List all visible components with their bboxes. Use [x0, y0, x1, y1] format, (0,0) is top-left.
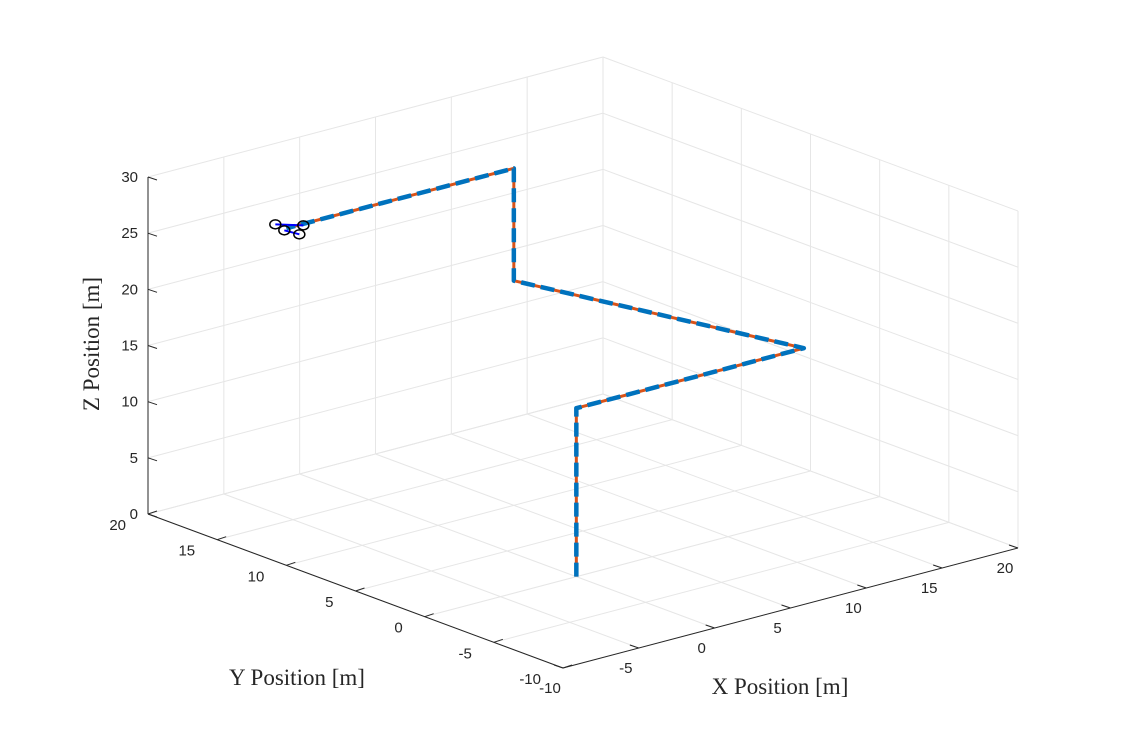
- z-tick: [147, 176, 158, 181]
- grid-line: [602, 225, 1019, 380]
- grid-line: [147, 393, 604, 515]
- x-tick-label: -10: [539, 680, 561, 697]
- grid-line: [602, 337, 1019, 493]
- z-tick-label: 5: [130, 450, 138, 467]
- z-tick-label: 15: [121, 338, 138, 355]
- x-tick-label: 0: [697, 640, 705, 657]
- y-tick-label: 15: [178, 543, 195, 560]
- y-tick-label: -10: [519, 671, 541, 688]
- x-tick: [705, 624, 715, 629]
- actual-path: [285, 166, 806, 577]
- x-tick-label: -5: [619, 660, 632, 677]
- x-tick-label: 15: [921, 580, 938, 597]
- z-tick: [147, 401, 158, 406]
- grid-line: [493, 521, 949, 643]
- grid-line: [602, 168, 1019, 324]
- y-tick: [493, 638, 503, 643]
- grid-line: [424, 496, 880, 618]
- z-tick: [147, 513, 158, 518]
- z-tick: [147, 345, 158, 349]
- y-tick: [286, 561, 296, 566]
- grid-line: [147, 337, 604, 459]
- x-tick: [1008, 544, 1019, 549]
- z-axis-label: Z Position [m]: [79, 277, 104, 411]
- y-axis-label: Y Position [m]: [229, 665, 365, 690]
- x-tick-label: 5: [773, 620, 781, 637]
- y-tick: [147, 510, 158, 515]
- x-tick-label: 20: [997, 560, 1014, 577]
- grid-line: [147, 225, 604, 346]
- y-tick-label: 20: [109, 517, 126, 534]
- y-tick: [217, 536, 227, 541]
- quadrotor-marker: [269, 219, 310, 240]
- x-tick: [933, 564, 943, 569]
- z-tick-label: 30: [121, 169, 138, 186]
- grid-line: [602, 393, 1019, 549]
- y-tick: [424, 613, 434, 618]
- z-tick-label: 25: [121, 225, 138, 242]
- z-tick-label: 20: [121, 281, 138, 298]
- z-tick-label: 10: [121, 394, 138, 411]
- y-tick-label: 10: [248, 568, 265, 585]
- y-tick-label: 0: [394, 620, 402, 637]
- reference-path: [285, 166, 807, 577]
- grid-line: [355, 470, 811, 592]
- x-tick: [629, 644, 639, 649]
- quadrotor-rotor: [293, 229, 306, 240]
- series-layer: [285, 166, 807, 577]
- grid-line: [286, 444, 742, 566]
- grid-layer: [147, 56, 1019, 669]
- x-tick: [857, 584, 867, 589]
- grid-line: [602, 56, 1019, 212]
- quadrotor-rotor: [269, 219, 282, 230]
- quadrotor-arm: [284, 229, 300, 236]
- z-tick-label: 0: [130, 506, 138, 523]
- z-tick: [147, 232, 158, 237]
- x-axis-label: X Position [m]: [712, 674, 849, 699]
- quadrotor-rotor: [278, 225, 291, 236]
- grid-line: [147, 281, 604, 403]
- x-tick: [781, 604, 791, 609]
- grid-line: [147, 112, 604, 234]
- grid-line: [147, 56, 604, 178]
- grid-line: [602, 281, 1019, 437]
- y-tick: [562, 664, 573, 669]
- x-tick-label: 10: [845, 600, 862, 617]
- x-tick: [553, 664, 564, 669]
- grid-line: [147, 168, 604, 290]
- z-tick: [147, 288, 158, 293]
- quadrotor-arm: [275, 223, 304, 227]
- z-tick: [147, 457, 158, 462]
- grid-line: [217, 419, 673, 541]
- quadrotor-rotor: [297, 220, 310, 231]
- grid-line: [602, 112, 1019, 268]
- y-tick-label: -5: [458, 645, 471, 662]
- y-tick-label: 5: [325, 594, 333, 611]
- y-tick: [355, 587, 365, 592]
- axis-layer: [147, 176, 1019, 669]
